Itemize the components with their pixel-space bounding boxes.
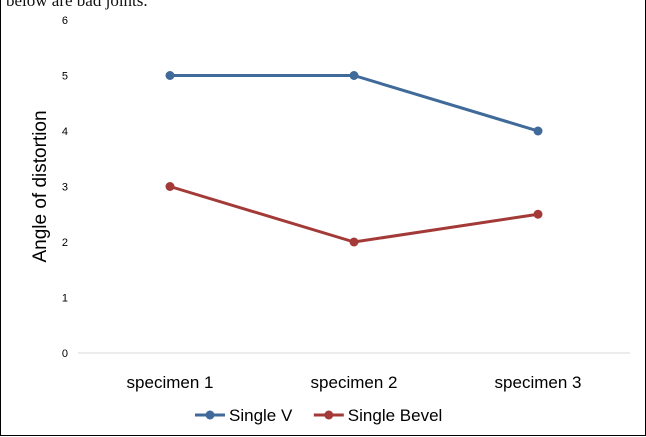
legend-label: Single Bevel bbox=[348, 406, 443, 425]
y-tick-label: 1 bbox=[62, 293, 68, 305]
y-tick-label: 5 bbox=[62, 71, 68, 83]
x-tick-labels: specimen 1 specimen 2 specimen 3 bbox=[127, 373, 582, 392]
y-tick-label: 6 bbox=[62, 15, 68, 27]
y-tick-label: 4 bbox=[62, 126, 68, 138]
data-point bbox=[533, 126, 543, 136]
legend-label: Single V bbox=[229, 406, 293, 425]
clipped-caption: below are bad joints. bbox=[6, 0, 148, 10]
data-point bbox=[165, 182, 175, 191]
series-line bbox=[169, 185, 539, 244]
x-tick-label: specimen 3 bbox=[495, 373, 582, 392]
y-tick-label: 0 bbox=[62, 348, 68, 360]
legend: Single V Single Bevel bbox=[195, 406, 442, 425]
x-tick-label: specimen 1 bbox=[127, 373, 214, 392]
legend-swatch-marker bbox=[324, 410, 334, 420]
data-point bbox=[349, 71, 359, 80]
y-tick-labels: 0 1 2 3 4 5 6 bbox=[62, 15, 68, 360]
series-layer bbox=[165, 71, 543, 247]
data-point bbox=[349, 237, 359, 247]
y-tick-label: 2 bbox=[62, 237, 68, 249]
y-tick-label: 3 bbox=[62, 182, 68, 194]
data-point bbox=[165, 71, 175, 80]
data-point bbox=[533, 209, 543, 219]
x-tick-label: specimen 2 bbox=[311, 373, 398, 392]
y-axis-label: Angle of distortion bbox=[30, 110, 51, 262]
legend-swatch-marker bbox=[205, 410, 215, 420]
clipped-caption-strip: below are bad joints. bbox=[0, 0, 646, 14]
series-line bbox=[170, 74, 539, 133]
